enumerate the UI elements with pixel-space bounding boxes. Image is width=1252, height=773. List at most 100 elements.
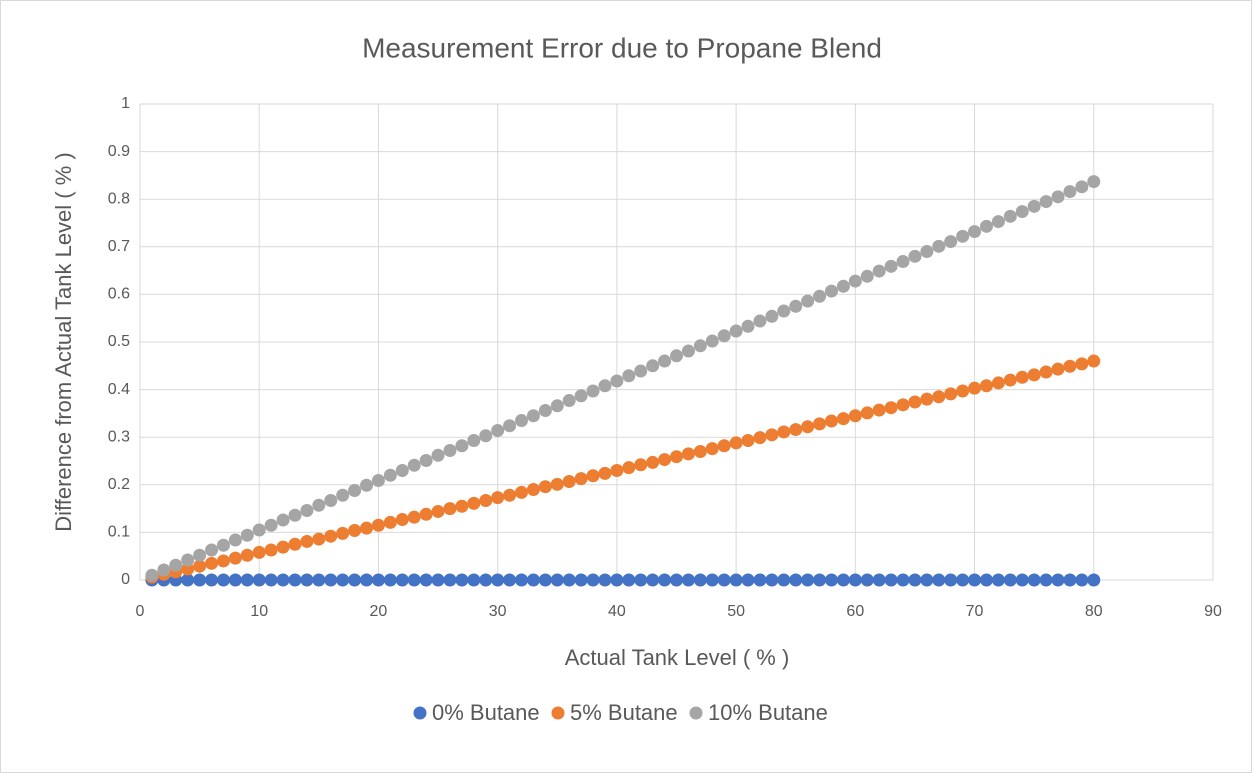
- point: [467, 434, 481, 448]
- point: [765, 573, 779, 587]
- point: [312, 532, 326, 546]
- point: [765, 309, 779, 323]
- point: [968, 573, 982, 587]
- point: [216, 538, 230, 552]
- legend-marker: [551, 706, 565, 720]
- point: [586, 469, 600, 483]
- point: [860, 573, 874, 587]
- point: [681, 573, 695, 587]
- point: [813, 417, 827, 431]
- point: [753, 431, 767, 445]
- point: [181, 553, 195, 567]
- point: [968, 381, 982, 395]
- point: [240, 528, 254, 542]
- point: [562, 573, 576, 587]
- point: [383, 468, 397, 482]
- point: [860, 406, 874, 420]
- point: [538, 404, 552, 418]
- point: [526, 483, 540, 497]
- point: [395, 464, 409, 478]
- x-tick-label: 20: [370, 603, 388, 620]
- point: [789, 573, 803, 587]
- point: [765, 428, 779, 442]
- point: [908, 395, 922, 409]
- point: [216, 554, 230, 568]
- point: [360, 521, 374, 535]
- point: [956, 384, 970, 398]
- point: [1015, 370, 1029, 384]
- point: [395, 513, 409, 527]
- y-tick-label: 0.6: [108, 286, 130, 303]
- y-axis-label: Difference from Actual Tank Level ( % ): [51, 152, 76, 531]
- point: [813, 573, 827, 587]
- point: [169, 558, 183, 572]
- point: [288, 508, 302, 522]
- point: [670, 349, 683, 363]
- point: [1051, 362, 1065, 376]
- point: [360, 478, 374, 492]
- point: [813, 289, 827, 303]
- y-tick-label: 0.9: [108, 143, 130, 160]
- x-axis-label: Actual Tank Level ( % ): [565, 645, 790, 670]
- point: [610, 573, 624, 587]
- point: [526, 573, 540, 587]
- point: [1063, 359, 1077, 373]
- point: [598, 573, 612, 587]
- point: [979, 379, 993, 393]
- legend-marker: [689, 706, 703, 720]
- point: [538, 573, 552, 587]
- point: [944, 235, 958, 249]
- point: [276, 513, 290, 527]
- point: [491, 424, 505, 438]
- point: [348, 484, 362, 498]
- point: [1075, 180, 1089, 194]
- point: [777, 304, 791, 318]
- point: [848, 274, 862, 288]
- point: [443, 502, 457, 516]
- point: [264, 543, 278, 557]
- point: [979, 219, 993, 233]
- point: [681, 447, 695, 461]
- point: [586, 573, 600, 587]
- x-tick-label: 0: [136, 603, 145, 620]
- point: [562, 474, 576, 488]
- legend-label: 10% Butane: [708, 700, 828, 725]
- point: [991, 215, 1005, 229]
- point: [598, 466, 612, 480]
- point: [228, 551, 242, 565]
- point: [193, 559, 207, 573]
- y-tick-label: 0.4: [108, 381, 130, 398]
- point: [228, 573, 242, 587]
- y-tick-label: 0.7: [108, 238, 130, 255]
- point: [574, 389, 588, 403]
- point: [968, 225, 982, 239]
- point: [884, 573, 898, 587]
- point: [670, 450, 683, 464]
- point: [1039, 195, 1053, 209]
- point: [193, 573, 207, 587]
- point: [240, 548, 254, 562]
- y-tick-label: 0.5: [108, 333, 130, 350]
- point: [276, 573, 290, 587]
- point: [801, 294, 815, 308]
- point: [872, 573, 886, 587]
- point: [216, 573, 230, 587]
- point: [1027, 368, 1041, 382]
- point: [646, 455, 660, 469]
- point: [646, 359, 660, 373]
- point: [515, 414, 529, 428]
- point: [252, 523, 266, 537]
- x-tick-label: 40: [608, 603, 626, 620]
- point: [336, 526, 350, 540]
- point: [407, 573, 421, 587]
- point: [443, 573, 457, 587]
- point: [419, 507, 433, 521]
- point: [526, 409, 540, 423]
- point: [407, 510, 421, 524]
- point: [693, 573, 707, 587]
- point: [288, 573, 302, 587]
- point: [896, 398, 910, 412]
- point: [634, 573, 648, 587]
- point: [824, 573, 838, 587]
